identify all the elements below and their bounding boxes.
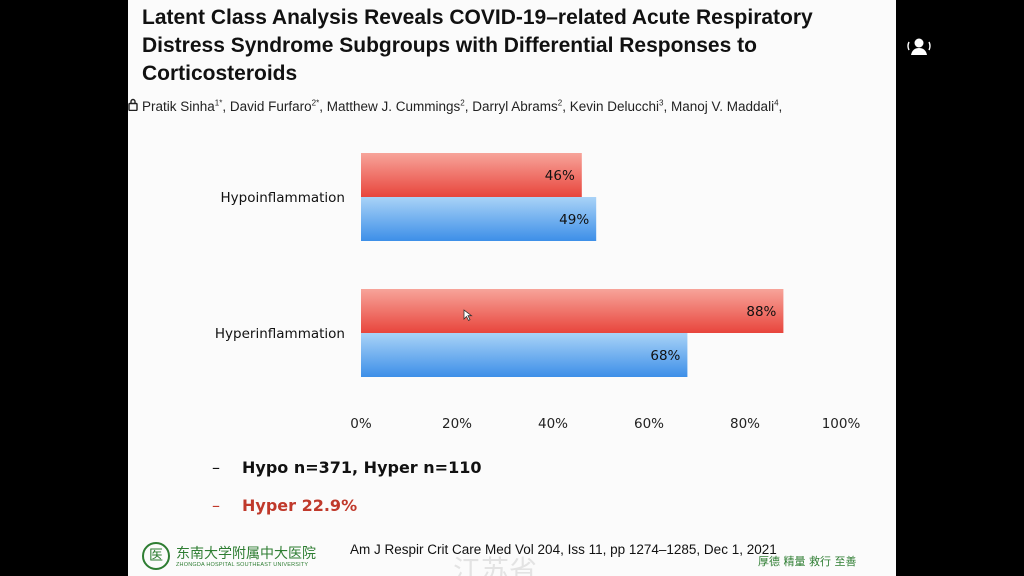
- bar-blue: [361, 197, 597, 241]
- bullet-text: Hyper 22.9%: [242, 496, 358, 515]
- x-tick-label: 20%: [442, 416, 472, 432]
- bar-red: [361, 153, 582, 197]
- bar-value-label: 49%: [559, 212, 589, 228]
- author-name: Matthew J. Cummings: [326, 99, 461, 114]
- hospital-motto: 厚德 精量 救行 至善: [758, 555, 857, 568]
- author-affiliation: 2: [557, 98, 563, 108]
- slide-footer: 医 东南大学附属中大医院 ZHONGDA HOSPITAL SOUTHEAST …: [128, 535, 896, 576]
- hospital-logo-icon: 医: [142, 542, 170, 570]
- author-affiliation: 3: [659, 98, 664, 108]
- author-name: Manoj V. Maddali: [671, 99, 775, 114]
- x-tick-label: 40%: [538, 416, 568, 432]
- author-affiliation: 2: [460, 98, 465, 108]
- bar-value-label: 68%: [650, 348, 680, 364]
- bullet-list: – Hypo n=371, Hyper n=110 – Hyper 22.9%: [212, 455, 481, 531]
- bullet-item-sample-size: – Hypo n=371, Hyper n=110: [212, 455, 481, 493]
- bar-blue: [361, 333, 688, 377]
- bullet-dash: –: [212, 496, 220, 515]
- hospital-name-cn: 东南大学附属中大医院: [176, 546, 316, 562]
- hospital-name-en: ZHONGDA HOSPITAL SOUTHEAST UNIVERSITY: [176, 562, 309, 568]
- author-separator: ,: [778, 99, 783, 114]
- author-name: Kevin Delucchi: [569, 99, 660, 114]
- x-tick-label: 60%: [634, 416, 664, 432]
- x-tick-label: 0%: [350, 416, 372, 432]
- category-label: Hyperinflammation: [215, 326, 345, 342]
- author-separator: ,: [464, 99, 473, 114]
- slide-title: Latent Class Analysis Reveals COVID-19–r…: [142, 6, 813, 85]
- x-tick-label: 80%: [730, 416, 760, 432]
- author-affiliation: 4: [774, 98, 779, 108]
- author-affiliation: 1*: [214, 98, 223, 108]
- bar-chart: Hypoinflammation 46% 49% Hyperinflammation 8…: [128, 0, 896, 440]
- mouse-cursor-icon: [463, 309, 473, 322]
- bullet-item-hyper-percent: – Hyper 22.9%: [212, 493, 481, 531]
- author-name: Darryl Abrams: [472, 99, 558, 114]
- author-separator: ,: [222, 99, 230, 114]
- lock-icon: [128, 98, 138, 114]
- watermark: 江苏省: [453, 554, 538, 576]
- citation: Am J Respir Crit Care Med Vol 204, Iss 1…: [350, 542, 777, 557]
- author-list: Pratik Sinha1*, David Furfaro2*, Matthew…: [128, 98, 896, 114]
- slide: Latent Class Analysis Reveals COVID-19–r…: [128, 0, 896, 576]
- bar-value-label: 88%: [746, 304, 776, 320]
- author-name: David Furfaro: [229, 99, 312, 114]
- bar-red: [361, 289, 784, 333]
- author-separator: ,: [663, 99, 671, 114]
- chart-svg: Hypoinflammation 46% 49% Hyperinflammation 8…: [215, 153, 861, 432]
- author-affiliation: 2*: [311, 98, 320, 108]
- bullet-text: Hypo n=371, Hyper n=110: [242, 458, 482, 477]
- bullet-dash: –: [212, 458, 220, 477]
- x-tick-label: 100%: [822, 416, 861, 432]
- person-speaker-icon[interactable]: [906, 34, 932, 60]
- category-label: Hypoinflammation: [221, 190, 346, 206]
- author-name: Pratik Sinha: [142, 99, 215, 114]
- bar-value-label: 46%: [545, 168, 575, 184]
- author-separator: ,: [562, 99, 570, 114]
- author-separator: ,: [319, 99, 327, 114]
